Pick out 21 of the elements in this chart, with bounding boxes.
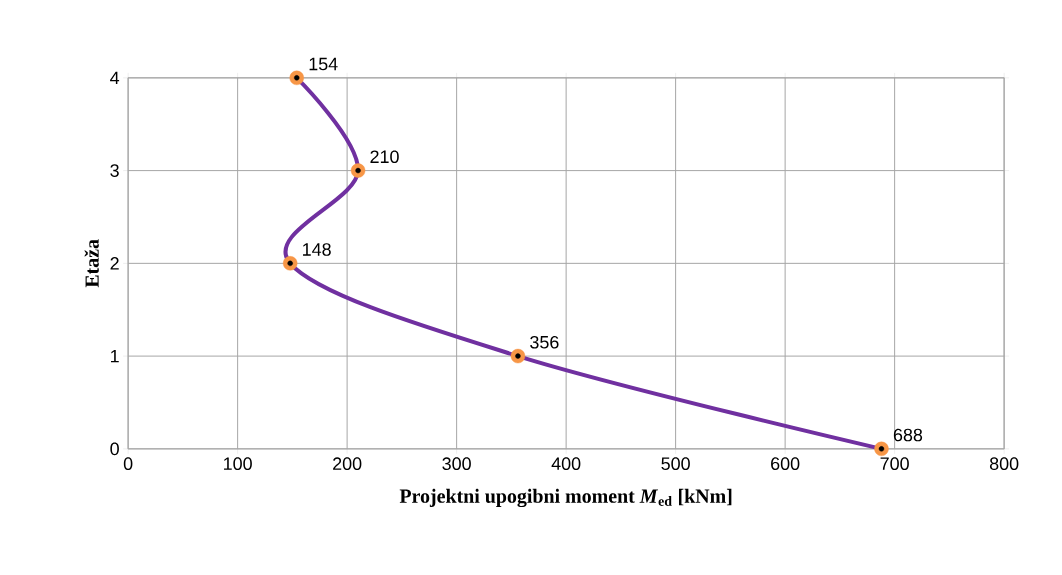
y-tick-label: 3 [110, 164, 119, 177]
annotation: 210 [370, 150, 399, 164]
annotation: 688 [893, 428, 923, 442]
x-axis-title: Projektni upogibni moment M$_{ed}$ [kNm] [399, 488, 732, 508]
x-tick-label: 0 [123, 457, 133, 471]
y-tick-label: 4 [110, 71, 120, 85]
y-tick-label: 1 [111, 349, 119, 363]
x-tick-label: 600 [771, 457, 800, 471]
x-tick-label: 400 [551, 457, 581, 471]
x-tick-label: 200 [333, 457, 362, 471]
x-tick-label: 100 [224, 457, 252, 471]
annotation: 356 [530, 335, 559, 349]
x-tick-label: 300 [442, 457, 471, 471]
y-tick-label: 0 [110, 442, 119, 456]
annotation: 148 [303, 243, 331, 256]
x-tick-label: 800 [989, 457, 1019, 471]
y-tick-label: 2 [110, 257, 119, 270]
x-tick-label: 500 [661, 457, 690, 471]
x-tick-label: 700 [880, 457, 909, 471]
annotation: 154 [309, 57, 338, 71]
y-axis-title: Etaža [84, 239, 99, 288]
